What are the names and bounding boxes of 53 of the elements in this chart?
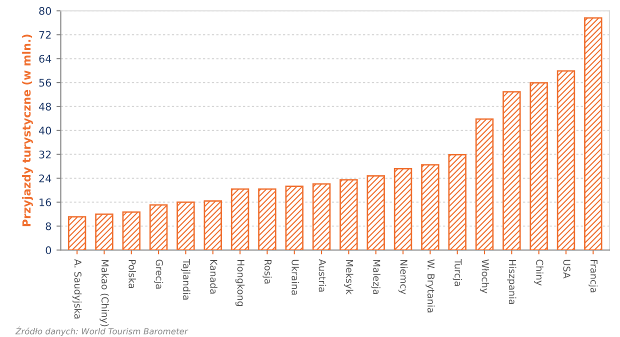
- x-tick-label: Włochy: [480, 259, 490, 294]
- bar: [230, 188, 250, 250]
- y-tick-label: 48: [38, 102, 52, 111]
- bar: [556, 70, 576, 250]
- x-tick-label: A. Saudyjska: [72, 259, 82, 319]
- bar: [68, 216, 86, 250]
- bar: [366, 175, 385, 250]
- y-tick-label: 24: [39, 174, 52, 182]
- x-tick-label: Niemcy: [398, 260, 408, 294]
- bar: [448, 154, 466, 250]
- bar: [95, 213, 114, 250]
- x-tick-label: Kanada: [210, 260, 218, 294]
- x-tick-label: Polska: [128, 260, 136, 288]
- y-tick-label: 32: [39, 150, 51, 158]
- x-tick-label: Rosja: [262, 260, 272, 284]
- text: Źródło danych: World Tourism Barometer: [15, 326, 188, 336]
- y-tick-label: 64: [39, 54, 52, 63]
- x-tick-label: Malezja: [371, 260, 380, 294]
- y-tick-label: 80: [39, 7, 52, 15]
- x-tick-label: USA: [563, 260, 570, 279]
- bar: [204, 200, 222, 250]
- x-tick-label: Chiny: [534, 260, 544, 286]
- x-tick-label: Makao (Chiny): [100, 260, 109, 326]
- x-tick-label: Hiszpania: [507, 260, 516, 304]
- x-tick-label: Turcja: [452, 259, 462, 286]
- x-tick-label: Hongkong: [235, 260, 245, 306]
- x-tick-label: Meksyk: [344, 260, 354, 294]
- x-tick-label: Grecja: [154, 260, 164, 289]
- x-tick-label: Ukraina: [292, 260, 299, 295]
- y-tick-label: 8: [46, 222, 52, 230]
- bar: [122, 211, 140, 250]
- bar: [176, 202, 195, 250]
- bar: [149, 204, 168, 250]
- bar: [530, 82, 548, 250]
- bar: [312, 183, 331, 250]
- bar: [285, 186, 304, 250]
- y-tick-label: 56: [39, 78, 52, 87]
- bar: [394, 168, 412, 250]
- y-tick-label: 40: [38, 126, 52, 135]
- bar: [258, 188, 276, 250]
- x-tick-label: Austria: [318, 259, 326, 292]
- bar: [340, 179, 358, 250]
- y-tick-label: 72: [39, 30, 51, 39]
- bar: [475, 118, 494, 250]
- bar: [584, 17, 602, 250]
- bar: [421, 164, 440, 250]
- x-tick-label: Francja: [588, 260, 598, 292]
- bar: [502, 91, 521, 250]
- x-tick-label: W. Brytania: [426, 259, 435, 312]
- x-tick-label: Tajlandia: [181, 259, 190, 300]
- y-axis-title: Przyjazdy turystyczne (w mln.): [22, 34, 33, 226]
- y-tick-label: 16: [40, 198, 52, 206]
- y-tick-label: 0: [46, 246, 52, 254]
